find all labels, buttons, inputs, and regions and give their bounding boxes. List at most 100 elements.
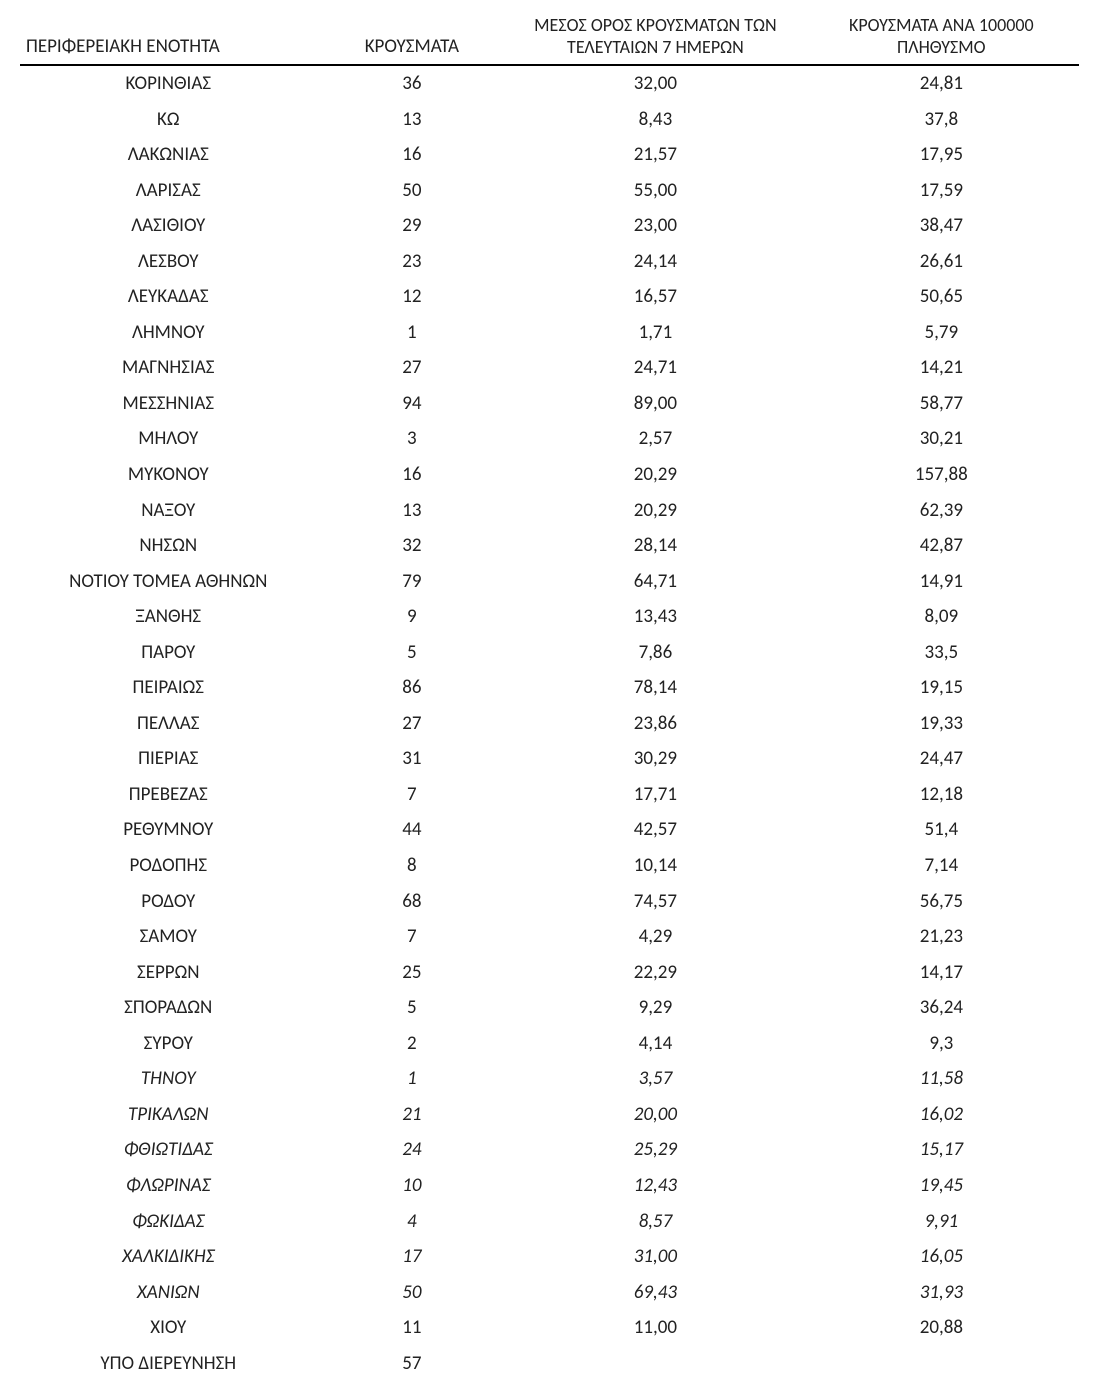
cell-cases: 7: [317, 919, 508, 955]
cell-avg7: 32,00: [507, 65, 804, 102]
table-row: ΦΩΚΙΔΑΣ48,579,91: [20, 1204, 1079, 1240]
cell-avg7: 23,00: [507, 208, 804, 244]
cell-region: ΝΗΣΩΝ: [20, 528, 317, 564]
table-row: ΝΟΤΙΟΥ ΤΟΜΕΑ ΑΘΗΝΩΝ7964,7114,91: [20, 564, 1079, 600]
table-row: ΝΑΞΟΥ1320,2962,39: [20, 493, 1079, 529]
table-row: ΦΘΙΩΤΙΔΑΣ2425,2915,17: [20, 1132, 1079, 1168]
cell-avg7: 2,57: [507, 421, 804, 457]
cell-avg7: 9,29: [507, 990, 804, 1026]
cell-per100k: 7,14: [804, 848, 1079, 884]
cell-avg7: 17,71: [507, 777, 804, 813]
cell-cases: 4: [317, 1204, 508, 1240]
cell-per100k: 17,59: [804, 173, 1079, 209]
cell-avg7: 89,00: [507, 386, 804, 422]
cell-avg7: 4,29: [507, 919, 804, 955]
cell-region: ΚΟΡΙΝΘΙΑΣ: [20, 65, 317, 102]
cell-avg7: 20,00: [507, 1097, 804, 1133]
cell-cases: 13: [317, 102, 508, 138]
header-per100k: ΚΡΟΥΣΜΑΤΑ ΑΝΑ 100000 ΠΛΗΘΥΣΜΟ: [804, 10, 1079, 65]
cell-cases: 10: [317, 1168, 508, 1204]
cell-per100k: 14,17: [804, 955, 1079, 991]
cell-cases: 5: [317, 635, 508, 671]
cell-region: ΡΕΘΥΜΝΟΥ: [20, 812, 317, 848]
cell-region: ΤΗΝΟΥ: [20, 1061, 317, 1097]
cell-region: ΛΑΣΙΘΙΟΥ: [20, 208, 317, 244]
cell-cases: 2: [317, 1026, 508, 1062]
table-row: ΥΠΟ ΔΙΕΡΕΥΝΗΣΗ57: [20, 1346, 1079, 1382]
cell-cases: 50: [317, 1275, 508, 1311]
table-row: ΞΑΝΘΗΣ913,438,09: [20, 599, 1079, 635]
cell-per100k: 42,87: [804, 528, 1079, 564]
table-row: ΡΕΘΥΜΝΟΥ4442,5751,4: [20, 812, 1079, 848]
table-header: ΠΕΡΙΦΕΡΕΙΑΚΗ ΕΝΟΤΗΤΑ ΚΡΟΥΣΜΑΤΑ ΜΕΣΟΣ ΟΡΟ…: [20, 10, 1079, 65]
cell-region: ΠΕΙΡΑΙΩΣ: [20, 670, 317, 706]
cell-avg7: 69,43: [507, 1275, 804, 1311]
cell-cases: 11: [317, 1310, 508, 1346]
cell-region: ΥΠΟ ΔΙΕΡΕΥΝΗΣΗ: [20, 1346, 317, 1382]
cell-avg7: 4,14: [507, 1026, 804, 1062]
table-row: ΜΕΣΣΗΝΙΑΣ9489,0058,77: [20, 386, 1079, 422]
cell-region: ΣΑΜΟΥ: [20, 919, 317, 955]
cell-per100k: 19,33: [804, 706, 1079, 742]
table-row: ΚΩ138,4337,8: [20, 102, 1079, 138]
cell-cases: 29: [317, 208, 508, 244]
table-row: ΣΠΟΡΑΔΩΝ59,2936,24: [20, 990, 1079, 1026]
cell-avg7: 10,14: [507, 848, 804, 884]
cell-per100k: 24,47: [804, 741, 1079, 777]
cell-region: ΠΡΕΒΕΖΑΣ: [20, 777, 317, 813]
cell-avg7: 13,43: [507, 599, 804, 635]
cell-cases: 8: [317, 848, 508, 884]
cell-avg7: 21,57: [507, 137, 804, 173]
cell-avg7: 22,29: [507, 955, 804, 991]
cell-per100k: 19,45: [804, 1168, 1079, 1204]
cell-avg7: 30,29: [507, 741, 804, 777]
cell-cases: 27: [317, 350, 508, 386]
cell-cases: 32: [317, 528, 508, 564]
cell-per100k: 33,5: [804, 635, 1079, 671]
cases-table: ΠΕΡΙΦΕΡΕΙΑΚΗ ΕΝΟΤΗΤΑ ΚΡΟΥΣΜΑΤΑ ΜΕΣΟΣ ΟΡΟ…: [20, 10, 1079, 1381]
cell-region: ΜΕΣΣΗΝΙΑΣ: [20, 386, 317, 422]
cell-region: ΠΙΕΡΙΑΣ: [20, 741, 317, 777]
cell-per100k: 19,15: [804, 670, 1079, 706]
cell-per100k: 21,23: [804, 919, 1079, 955]
cell-region: ΜΥΚΟΝΟΥ: [20, 457, 317, 493]
cell-region: ΛΑΡΙΣΑΣ: [20, 173, 317, 209]
cell-region: ΤΡΙΚΑΛΩΝ: [20, 1097, 317, 1133]
cell-per100k: 14,21: [804, 350, 1079, 386]
table-row: ΣΑΜΟΥ74,2921,23: [20, 919, 1079, 955]
cell-per100k: 15,17: [804, 1132, 1079, 1168]
cell-region: ΦΛΩΡΙΝΑΣ: [20, 1168, 317, 1204]
table-row: ΧΑΛΚΙΔΙΚΗΣ1731,0016,05: [20, 1239, 1079, 1275]
cell-cases: 57: [317, 1346, 508, 1382]
table-row: ΧΙΟΥ1111,0020,88: [20, 1310, 1079, 1346]
cell-cases: 13: [317, 493, 508, 529]
cell-cases: 7: [317, 777, 508, 813]
cell-cases: 27: [317, 706, 508, 742]
table-row: ΧΑΝΙΩΝ5069,4331,93: [20, 1275, 1079, 1311]
cell-region: ΣΠΟΡΑΔΩΝ: [20, 990, 317, 1026]
cell-cases: 31: [317, 741, 508, 777]
table-row: ΚΟΡΙΝΘΙΑΣ3632,0024,81: [20, 65, 1079, 102]
cell-per100k: 50,65: [804, 279, 1079, 315]
table-row: ΜΗΛΟΥ32,5730,21: [20, 421, 1079, 457]
cell-per100k: 58,77: [804, 386, 1079, 422]
table-row: ΤΡΙΚΑΛΩΝ2120,0016,02: [20, 1097, 1079, 1133]
cell-region: ΡΟΔΟΥ: [20, 884, 317, 920]
cell-cases: 16: [317, 137, 508, 173]
table-row: ΤΗΝΟΥ13,5711,58: [20, 1061, 1079, 1097]
cell-cases: 50: [317, 173, 508, 209]
cell-cases: 12: [317, 279, 508, 315]
cell-avg7: 42,57: [507, 812, 804, 848]
cell-per100k: 157,88: [804, 457, 1079, 493]
cell-region: ΝΟΤΙΟΥ ΤΟΜΕΑ ΑΘΗΝΩΝ: [20, 564, 317, 600]
table-row: ΜΑΓΝΗΣΙΑΣ2724,7114,21: [20, 350, 1079, 386]
cell-per100k: 12,18: [804, 777, 1079, 813]
table-body: ΚΟΡΙΝΘΙΑΣ3632,0024,81ΚΩ138,4337,8ΛΑΚΩΝΙΑ…: [20, 65, 1079, 1381]
table-row: ΡΟΔΟΠΗΣ810,147,14: [20, 848, 1079, 884]
cell-region: ΚΩ: [20, 102, 317, 138]
cell-region: ΛΕΣΒΟΥ: [20, 244, 317, 280]
table-row: ΛΕΣΒΟΥ2324,1426,61: [20, 244, 1079, 280]
cell-region: ΜΗΛΟΥ: [20, 421, 317, 457]
cell-cases: 36: [317, 65, 508, 102]
cell-per100k: 62,39: [804, 493, 1079, 529]
